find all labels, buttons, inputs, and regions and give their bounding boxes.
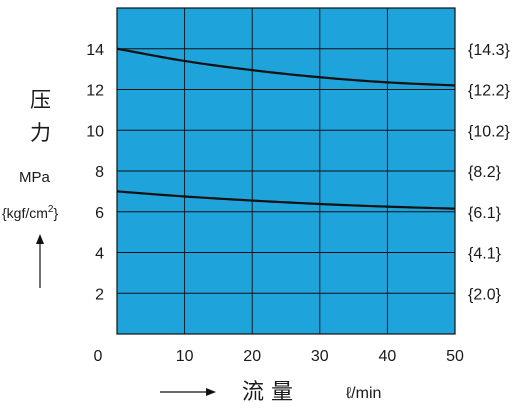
- x-axis-label: 流 量: [242, 380, 293, 405]
- x-tick-label: 30: [311, 348, 329, 365]
- y-right-tick-label: {14.3}: [468, 42, 510, 59]
- y-unit-kgf: {kgf/cm2}: [2, 204, 58, 221]
- y-right-tick-label: {4.1}: [468, 246, 502, 263]
- series-line-2: [116, 190, 456, 210]
- x-tick-label: 10: [176, 348, 194, 365]
- y-tick-labels: 2 4 6 8 10 12 14: [86, 42, 104, 304]
- y-right-tick-label: {10.2}: [468, 123, 510, 140]
- y-axis-arrow: [36, 234, 44, 288]
- y-right-tick-label: {2.0}: [468, 286, 502, 303]
- x-tick-label: 0: [94, 348, 103, 365]
- x-axis-arrow: [160, 388, 216, 396]
- y-right-tick-label: {6.1}: [468, 205, 502, 222]
- y-tick-label: 14: [86, 42, 104, 59]
- y-tick-label: 12: [86, 83, 104, 100]
- y-label-char-2: 力: [30, 121, 51, 145]
- series-line-1: [116, 47, 456, 87]
- y-unit-mpa: MPa: [19, 169, 51, 186]
- y-tick-label: 6: [95, 205, 104, 222]
- y-tick-label: 8: [95, 164, 104, 181]
- y-label-char-1: 压: [30, 88, 51, 112]
- plot-border: [116, 7, 456, 335]
- y-right-tick-label: {12.2}: [468, 83, 510, 100]
- y-tick-label: 10: [86, 123, 104, 140]
- x-tick-label: 20: [243, 348, 261, 365]
- y-tick-label: 2: [95, 286, 104, 303]
- y-tick-label: 4: [95, 246, 104, 263]
- y-right-tick-label: {8.2}: [468, 164, 502, 181]
- grid: [117, 8, 455, 334]
- y-right-tick-labels: {2.0} {4.1} {6.1} {8.2} {10.2} {12.2} {14.3}: [468, 42, 510, 304]
- x-tick-labels: 0 10 20 30 40 50: [94, 348, 464, 365]
- x-axis-unit: ℓ/min: [346, 385, 381, 402]
- series-group: [116, 47, 456, 210]
- x-tick-label: 50: [446, 348, 464, 365]
- x-tick-label: 40: [379, 348, 397, 365]
